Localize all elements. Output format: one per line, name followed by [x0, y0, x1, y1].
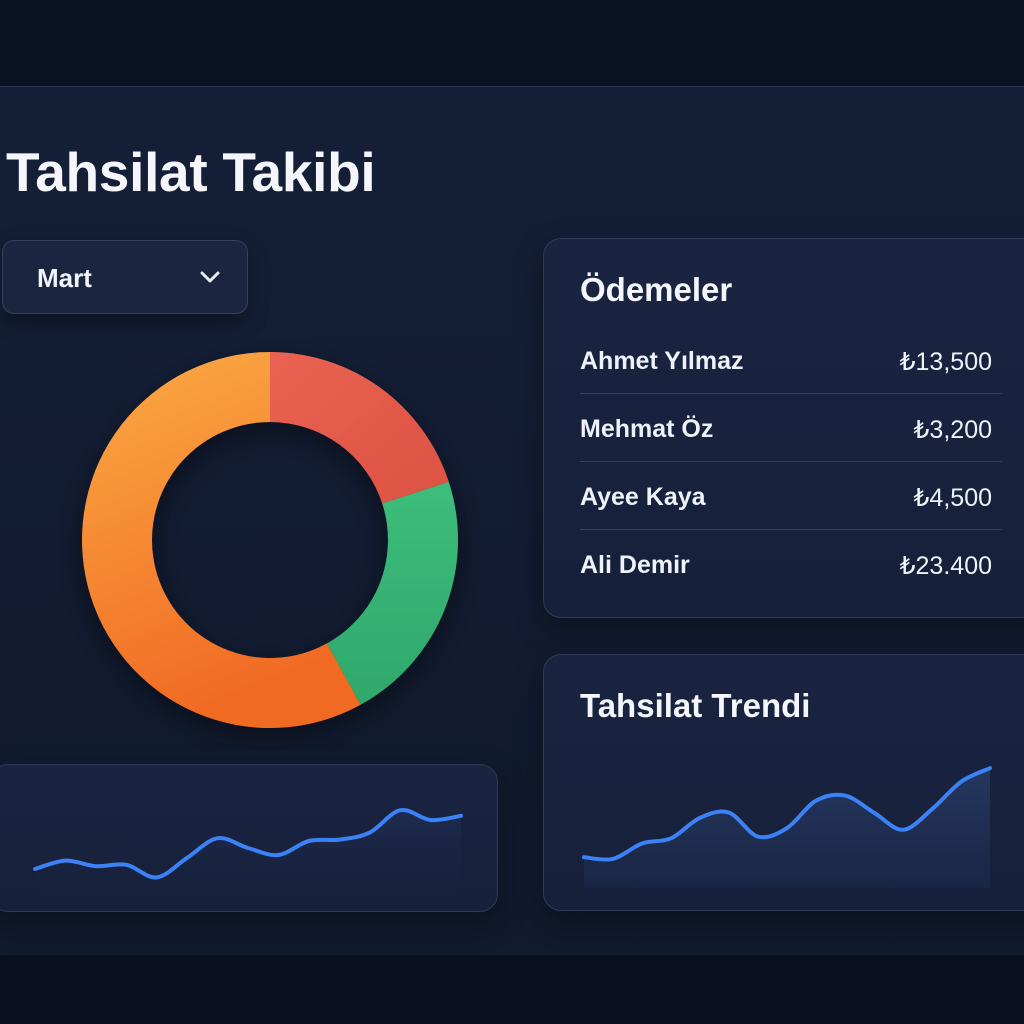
mini-trend-card: [0, 764, 498, 912]
row-divider: [580, 393, 1002, 394]
payments-card: Ödemeler Ahmet Yılmaz ₺13,500 Mehmat Öz …: [543, 238, 1024, 618]
trend-chart: [582, 766, 992, 888]
payment-name: Ali Demir: [580, 551, 690, 579]
row-divider: [580, 529, 1002, 530]
payment-name: Ayee Kaya: [580, 483, 706, 511]
donut-slice: [326, 481, 458, 705]
row-divider: [580, 461, 1002, 462]
payment-row[interactable]: Ali Demir ₺23.400: [580, 531, 1002, 599]
trend-card: Tahsilat Trendi: [543, 654, 1024, 911]
donut-slice: [81, 352, 361, 728]
payment-row[interactable]: Ahmet Yılmaz ₺13,500: [580, 327, 1002, 395]
payment-name: Ahmet Yılmaz: [580, 347, 744, 375]
series-line: [582, 766, 992, 862]
chevron-down-icon: [200, 271, 220, 283]
area-fill: [35, 809, 461, 897]
payment-amount: ₺13,500: [899, 348, 992, 376]
payment-name: Mehmat Öz: [580, 415, 714, 443]
donut-chart: [81, 352, 458, 728]
payment-row[interactable]: Ayee Kaya ₺4,500: [580, 463, 1002, 531]
top-bar: [0, 0, 1024, 86]
payment-amount: ₺4,500: [913, 484, 992, 512]
donut-slice: [270, 352, 449, 504]
trend-title: Tahsilat Trendi: [580, 687, 811, 724]
payment-amount: ₺3,200: [913, 416, 992, 444]
page-title: Tahsilat Takibi: [6, 141, 376, 203]
bottom-bar: [0, 955, 1024, 1024]
month-select[interactable]: Mart: [2, 240, 248, 314]
month-select-value: Mart: [37, 263, 92, 293]
payment-row[interactable]: Mehmat Öz ₺3,200: [580, 395, 1002, 463]
mini-trend-chart: [33, 807, 463, 897]
payments-title: Ödemeler: [580, 271, 733, 308]
payment-amount: ₺23.400: [899, 552, 992, 580]
series-line: [33, 807, 463, 880]
